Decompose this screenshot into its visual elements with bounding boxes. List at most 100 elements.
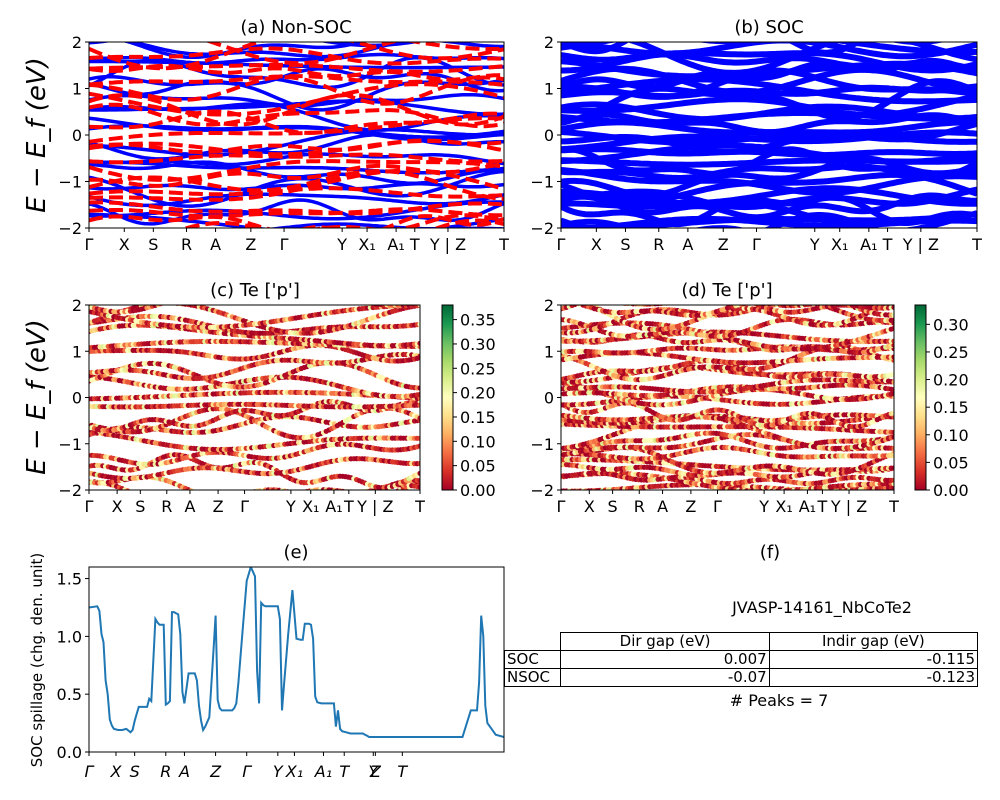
band-point — [703, 498, 708, 503]
band-line — [89, 52, 504, 65]
x-tick-label: Z — [213, 497, 224, 516]
band-point — [296, 491, 301, 496]
band-point — [191, 291, 196, 296]
band-point — [175, 296, 180, 301]
band-point — [263, 503, 268, 508]
x-tick-label: A₁ — [387, 235, 404, 254]
y-tick-label: 0 — [544, 126, 554, 145]
band-point — [736, 501, 741, 506]
band-point — [728, 499, 733, 504]
band-point — [244, 517, 249, 522]
x-tick-label: X — [119, 235, 130, 254]
band-point — [200, 492, 205, 497]
band-point — [706, 511, 711, 516]
band-point — [880, 501, 885, 506]
band-point — [730, 506, 735, 511]
band-point — [197, 507, 202, 512]
band-line — [89, 200, 504, 216]
band-point — [625, 498, 630, 503]
band-point — [753, 506, 758, 511]
band-point — [669, 503, 674, 508]
band-point — [246, 490, 251, 495]
band-point — [269, 502, 274, 507]
band-point — [346, 299, 351, 304]
y-tick-label: 2 — [544, 33, 554, 52]
band-point — [172, 497, 177, 502]
band-point — [883, 502, 888, 507]
band-point — [200, 289, 205, 294]
band-line — [89, 102, 504, 129]
band-line — [122, 42, 367, 60]
band-point — [678, 506, 683, 511]
band-point — [843, 489, 845, 490]
y-tick-label: 0 — [72, 126, 82, 145]
band-point — [650, 495, 655, 500]
y-tick-label: −2 — [530, 219, 554, 238]
band-point — [390, 491, 395, 496]
band-point — [728, 507, 733, 512]
band-point — [675, 505, 680, 510]
band-point — [274, 506, 279, 511]
band-point — [263, 511, 268, 516]
band-point — [197, 494, 202, 499]
band-point — [597, 494, 602, 499]
band-point — [280, 503, 285, 508]
x-tick-label: X — [112, 497, 123, 516]
band-point — [567, 491, 572, 496]
x-tick-label: X₁ — [302, 497, 319, 516]
band-point — [332, 298, 337, 303]
ylabel-e: SOC spillage (chg. den. unit) — [28, 553, 46, 768]
band-point — [241, 517, 246, 522]
band-point — [205, 510, 210, 515]
band-point — [155, 507, 160, 512]
band-point — [227, 495, 232, 500]
band-line — [89, 127, 504, 157]
band-point — [891, 429, 894, 435]
band-point — [175, 504, 180, 509]
band-point — [417, 470, 420, 476]
band-point — [575, 495, 580, 500]
x-tick-label: Y | Z — [356, 497, 393, 516]
band-point — [200, 508, 205, 513]
band-point — [343, 299, 348, 304]
band-point — [417, 340, 420, 346]
band-point — [417, 460, 420, 467]
band-point — [233, 501, 238, 506]
panel-title-e: (e) — [283, 542, 308, 563]
band-point — [172, 297, 177, 302]
band-point — [106, 509, 111, 514]
panel-title-b: (b) SOC — [734, 17, 803, 38]
x-tick-label: Z — [245, 235, 256, 254]
band-point — [417, 415, 420, 421]
band-point — [570, 491, 575, 496]
band-line — [561, 42, 977, 76]
band-point — [147, 496, 152, 501]
band-point — [147, 510, 152, 515]
x-tick-label: A — [682, 235, 693, 254]
band-point — [606, 491, 611, 496]
band-point — [595, 495, 600, 500]
band-point — [315, 297, 320, 302]
x-tick-label: Γ — [557, 235, 566, 254]
band-point — [669, 506, 674, 511]
band-point — [296, 498, 301, 503]
band-point — [622, 492, 627, 497]
band-point — [233, 517, 238, 522]
band-point — [886, 491, 891, 496]
y-tick-label: 2 — [72, 33, 82, 52]
band-point — [177, 295, 182, 300]
band-point — [224, 499, 229, 504]
band-point — [417, 391, 420, 397]
band-point — [742, 503, 747, 508]
band-point — [321, 297, 326, 302]
band-point — [307, 296, 312, 301]
band-point — [227, 516, 232, 521]
band-point — [177, 504, 182, 509]
band-line — [89, 192, 504, 208]
band-point — [326, 298, 331, 303]
band-line — [561, 93, 977, 118]
band-point — [600, 494, 605, 499]
band-line — [561, 194, 977, 228]
